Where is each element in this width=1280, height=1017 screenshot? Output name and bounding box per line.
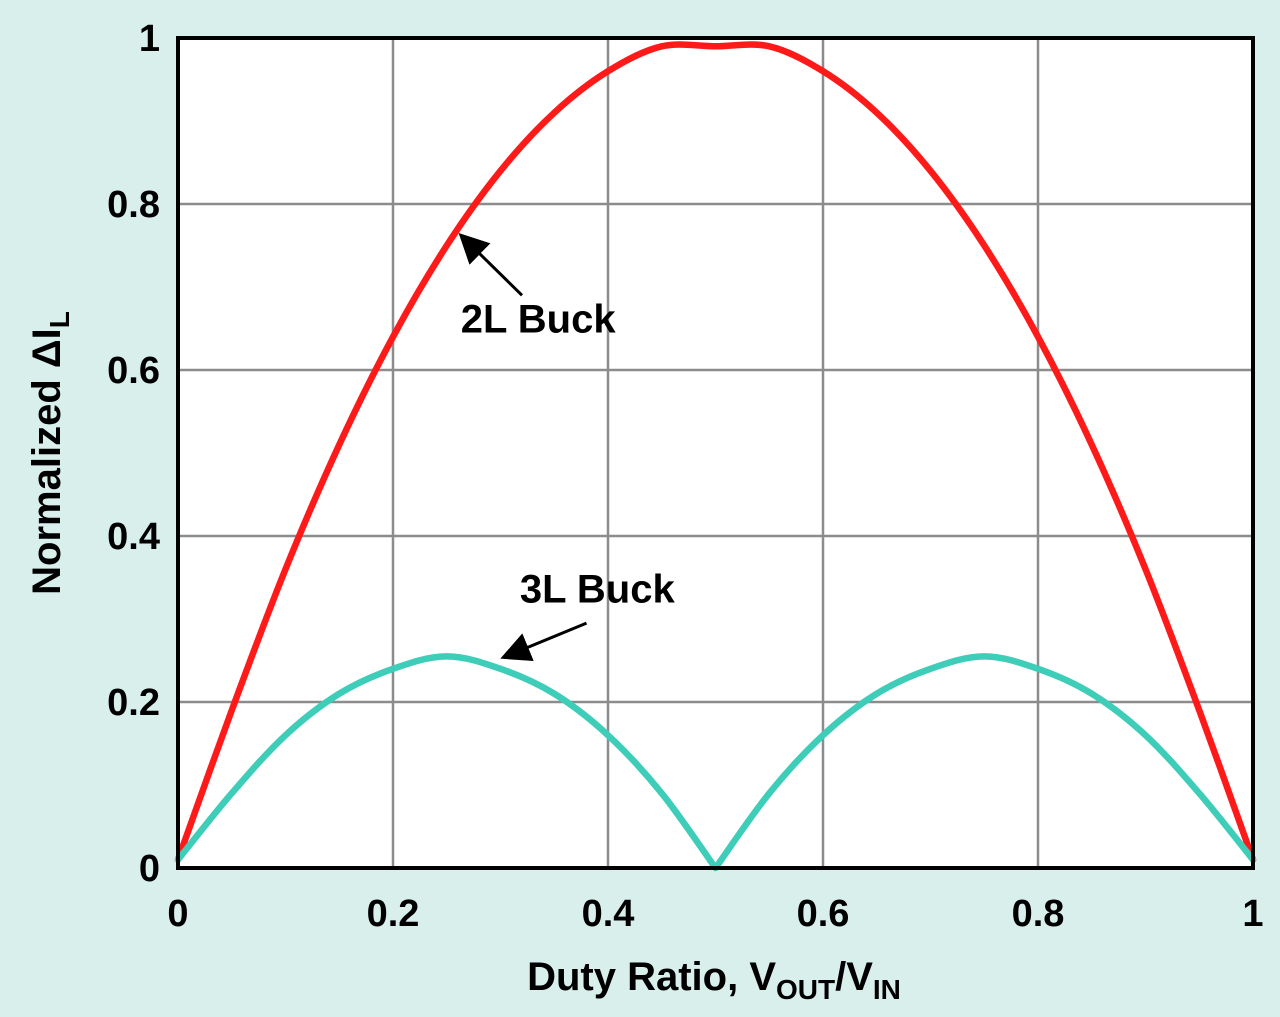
y-tick-label: 1	[139, 18, 160, 60]
x-tick-label: 0.4	[582, 893, 635, 935]
x-tick-label: 0.8	[1012, 893, 1065, 935]
x-axis-label: Duty Ratio, VOUT/VIN	[527, 955, 901, 1005]
plot-frame	[176, 36, 1255, 870]
y-tick-label: 0.8	[107, 184, 160, 226]
x-tick-label: 0.2	[367, 893, 420, 935]
x-tick-label: 1	[1242, 893, 1263, 935]
y-tick-label: 0	[139, 848, 160, 890]
plot-area	[178, 38, 1253, 868]
y-tick-label: 0.2	[107, 682, 160, 724]
annotation-2l-buck-label: 2L Buck	[461, 298, 617, 342]
y-axis-label: Normalized ΔIL	[25, 311, 75, 595]
annotation-3l-buck-arrow	[500, 621, 588, 662]
annotation-2l-buck-arrow	[458, 232, 524, 297]
grid	[178, 38, 1253, 868]
annotation-3l-buck-label: 3L Buck	[520, 567, 676, 611]
y-tick-label: 0.6	[107, 350, 160, 392]
x-tick-label: 0	[167, 893, 188, 935]
series-layer	[174, 41, 1257, 872]
y-tick-label: 0.4	[107, 516, 160, 558]
x-tick-label: 0.6	[797, 893, 850, 935]
x-tick-labels: 0 0.2 0.4 0.6 0.8 1	[167, 893, 1263, 935]
annotations: 2L Buck 3L Buck	[458, 232, 676, 662]
series-3l-buck-line	[174, 653, 1257, 872]
series-2l-buck-line	[174, 41, 1257, 863]
y-tick-labels: 0 0.2 0.4 0.6 0.8 1	[107, 18, 160, 890]
